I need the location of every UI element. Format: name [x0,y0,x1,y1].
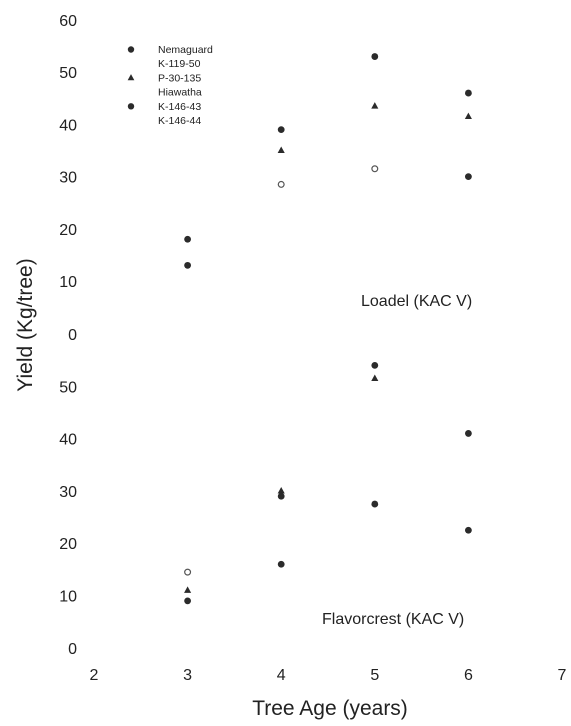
panel-label-flavorcrest: Flavorcrest (KAC V) [322,611,464,628]
data-point [184,261,192,269]
y-tick-label: 0 [68,641,77,658]
data-point [184,568,192,576]
data-point [464,112,472,120]
data-point [371,362,379,369]
y-tick-label: 10 [59,274,77,291]
data-point [371,374,379,381]
legend-label: P-30-135 [158,72,201,84]
y-tick-label: 20 [59,536,77,553]
legend-marker [127,103,135,110]
legend-marker [127,46,135,53]
data-point [371,53,379,60]
data-point [371,500,379,508]
data-point [277,486,285,494]
y-tick-label: 0 [68,327,77,344]
data-point [371,165,379,173]
y-tick-label: 50 [59,65,77,82]
x-tick-label: 7 [558,667,567,684]
data-point [184,586,192,593]
x-tick-label: 2 [90,667,99,684]
x-tick-label: 5 [370,667,379,684]
legend-marker [127,74,135,81]
y-tick-label: 60 [59,13,77,30]
legend-label: K-146-44 [158,115,201,127]
panel-label-loadel: Loadel (KAC V) [361,293,472,310]
x-axis-title: Tree Age (years) [252,697,408,720]
x-tick-label: 6 [464,667,473,684]
legend: Nemaguard K-119-50 P-30-135 Hiawatha K-146-4… [127,44,213,127]
y-tick-label: 30 [59,170,77,187]
y-axis-ticks-lower: 0 50 40 30 20 10 0 [59,327,77,658]
y-axis-ticks-upper: 60 50 40 30 20 10 [59,13,77,291]
data-point [277,180,285,188]
y-tick-label: 50 [59,379,77,396]
data-point [371,102,379,109]
data-point [465,526,472,534]
legend-label: Nemaguard [158,44,213,56]
y-tick-label: 20 [59,222,77,239]
data-point [277,146,285,153]
legend-label: K-119-50 [158,58,201,70]
data-point [277,560,285,568]
data-point [465,89,472,97]
data-points [184,53,472,605]
data-point [465,430,472,437]
x-axis-ticks: 2 3 4 5 6 7 [90,667,567,684]
data-point [465,173,472,181]
x-tick-label: 3 [183,667,192,684]
y-tick-label: 30 [59,484,77,501]
data-point [277,492,285,500]
y-tick-label: 40 [59,117,77,134]
y-tick-label: 10 [59,589,77,606]
y-tick-label: 40 [59,432,77,449]
x-tick-label: 4 [277,667,286,684]
y-axis-title: Yield (Kg/tree) [14,258,37,391]
data-point [184,597,192,605]
legend-label: Hiawatha [158,87,202,99]
data-point [277,126,285,134]
data-point [184,235,192,243]
legend-label: K-146-43 [158,101,201,113]
